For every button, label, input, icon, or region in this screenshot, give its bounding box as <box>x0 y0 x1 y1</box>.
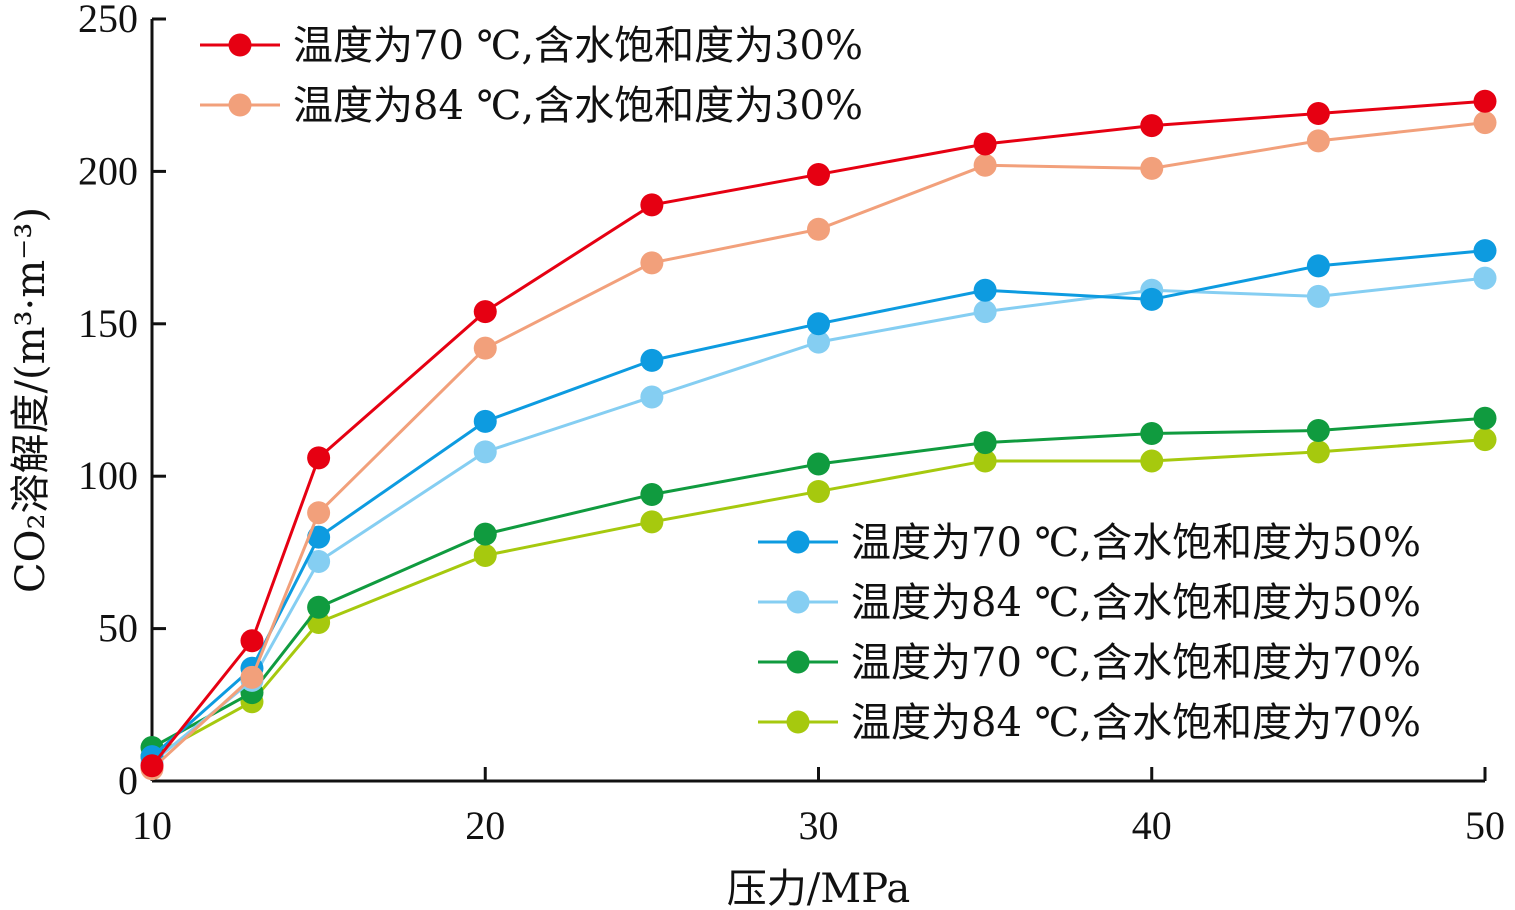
data-point <box>307 501 331 525</box>
series-6 <box>140 428 1497 769</box>
data-point <box>807 330 830 354</box>
legend-item: 温度为84 ℃,含水饱和度为30% <box>200 83 863 129</box>
data-point <box>473 300 497 324</box>
legend-marker <box>786 590 810 614</box>
data-point <box>640 193 664 217</box>
legend-label: 温度为70 ℃,含水饱和度为50% <box>851 520 1421 566</box>
data-point <box>140 754 164 778</box>
data-point <box>1473 428 1497 452</box>
data-point <box>640 482 664 506</box>
data-point <box>973 431 997 455</box>
data-point <box>307 550 331 574</box>
data-point <box>473 522 497 546</box>
data-point <box>1473 406 1497 430</box>
y-tick-label: 0 <box>118 758 138 803</box>
legend-top-left: 温度为70 ℃,含水饱和度为30% 温度为84 ℃,含水饱和度为30% <box>200 23 863 129</box>
data-point <box>973 278 997 302</box>
legend-marker <box>786 710 810 734</box>
data-point <box>973 449 997 473</box>
data-point <box>473 440 497 464</box>
data-point <box>807 312 830 336</box>
series-line <box>151 416 1486 749</box>
series-line <box>151 249 1486 758</box>
series-line <box>151 276 1486 764</box>
data-point <box>1306 101 1330 125</box>
data-point <box>807 452 830 476</box>
x-tick-label: 30 <box>799 803 839 848</box>
y-axis-title: CO₂溶解度/(m³·m⁻³) <box>8 207 54 593</box>
data-point <box>1306 129 1330 153</box>
series-layer <box>140 89 1497 781</box>
legend-label: 温度为84 ℃,含水饱和度为30% <box>293 83 863 129</box>
data-point <box>307 446 331 470</box>
data-point <box>807 162 830 186</box>
legend-label: 温度为84 ℃,含水饱和度为50% <box>851 580 1421 626</box>
data-point <box>1140 422 1164 446</box>
legend-item: 温度为70 ℃,含水饱和度为30% <box>200 23 863 69</box>
data-point <box>973 153 997 177</box>
data-point <box>1306 284 1330 308</box>
x-axis-ticks: 10 20 30 40 50 <box>132 767 1505 848</box>
data-point <box>1306 254 1330 278</box>
y-tick-label: 100 <box>78 453 138 498</box>
data-point <box>473 409 497 433</box>
data-point <box>1473 111 1497 135</box>
data-point <box>473 543 497 567</box>
data-point <box>1306 440 1330 464</box>
y-axis-ticks: 0 50 100 150 200 250 <box>78 0 166 803</box>
y-tick-label: 250 <box>78 0 138 41</box>
data-point <box>640 251 664 275</box>
data-point <box>973 300 997 324</box>
x-tick-label: 10 <box>132 803 172 848</box>
data-point <box>1473 239 1497 263</box>
legend-bottom-right: 温度为70 ℃,含水饱和度为50% 温度为84 ℃,含水饱和度为50% 温度为70 … <box>758 520 1421 746</box>
series-1 <box>140 89 1497 778</box>
y-tick-label: 200 <box>78 148 138 193</box>
legend-label: 温度为70 ℃,含水饱和度为70% <box>851 640 1421 686</box>
data-point <box>640 385 664 409</box>
legend-item: 温度为70 ℃,含水饱和度为50% <box>758 520 1421 566</box>
data-point <box>307 525 331 549</box>
data-point <box>640 348 664 372</box>
data-point <box>473 336 497 360</box>
x-tick-label: 40 <box>1132 803 1172 848</box>
legend-marker <box>786 650 810 674</box>
data-point <box>973 132 997 156</box>
x-axis-title: 压力/MPa <box>727 866 910 910</box>
y-tick-label: 150 <box>78 301 138 346</box>
data-point <box>807 479 830 503</box>
legend-marker <box>228 33 252 57</box>
legend-marker <box>228 93 252 117</box>
data-point <box>240 665 264 689</box>
data-point <box>1140 449 1164 473</box>
legend-marker <box>786 530 810 554</box>
legend-item: 温度为84 ℃,含水饱和度为70% <box>758 700 1421 746</box>
series-line <box>150 121 1486 770</box>
data-point <box>240 629 264 653</box>
data-point <box>640 510 664 534</box>
series-line <box>150 99 1486 767</box>
y-tick-label: 50 <box>98 606 138 651</box>
legend-item: 温度为70 ℃,含水饱和度为70% <box>758 640 1421 686</box>
data-point <box>1306 418 1330 442</box>
data-point <box>1140 114 1164 138</box>
data-point <box>807 217 830 241</box>
legend-label: 温度为84 ℃,含水饱和度为70% <box>851 700 1421 746</box>
data-point <box>1473 266 1497 290</box>
data-point <box>1140 156 1164 180</box>
legend-label: 温度为70 ℃,含水饱和度为30% <box>293 23 863 69</box>
series-line <box>151 438 1486 758</box>
x-tick-label: 50 <box>1465 803 1505 848</box>
data-point <box>1473 89 1497 113</box>
data-point <box>307 595 331 619</box>
data-point <box>1140 287 1164 311</box>
x-tick-label: 20 <box>465 803 505 848</box>
legend-item: 温度为84 ℃,含水饱和度为50% <box>758 580 1421 626</box>
series-3 <box>140 239 1497 769</box>
